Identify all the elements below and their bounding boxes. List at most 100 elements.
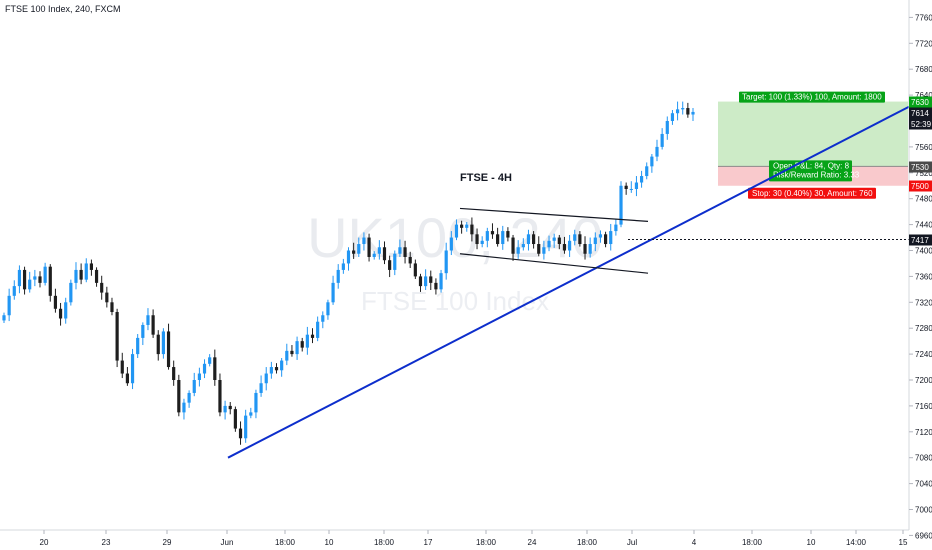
candle-body [172, 367, 176, 380]
candle-body [603, 234, 608, 245]
candle-body [624, 185, 628, 189]
watermark-name: FTSE 100 Index [361, 286, 549, 316]
candle-body [69, 282, 73, 303]
candle-body [634, 182, 639, 189]
candle [609, 223, 613, 251]
candle [650, 154, 654, 173]
candle-body [681, 108, 685, 110]
candle [480, 236, 484, 248]
candle [578, 231, 582, 247]
candle [357, 237, 361, 257]
candle [619, 181, 623, 228]
candle-body [326, 302, 330, 316]
candle-body [310, 334, 315, 338]
candle-body [650, 156, 654, 167]
candle-body [7, 295, 11, 316]
candle-body [280, 360, 284, 371]
candle-body [686, 108, 690, 115]
candle [377, 240, 381, 260]
price-label-bg [909, 234, 932, 246]
candle-body [372, 253, 376, 257]
rr-label-text: Risk/Reward Ratio: 3.33 [773, 170, 860, 179]
drawings[interactable] [227, 105, 910, 459]
candle [28, 271, 32, 293]
candle-body [619, 185, 623, 225]
candle [38, 271, 42, 288]
candle-body [285, 350, 289, 361]
candle [295, 336, 299, 360]
candle-body [496, 234, 500, 245]
candle-body [454, 224, 459, 238]
candle-body [418, 276, 423, 287]
position-zones[interactable]: Target: 100 (1.33%) 100, Amount: 1800 Ope… [718, 91, 908, 199]
price-label: 52:39 [909, 118, 932, 130]
candle [603, 231, 608, 248]
price-label: 7417 [909, 234, 932, 246]
candle-body [274, 367, 279, 371]
candle [290, 345, 294, 357]
candle [346, 247, 351, 271]
candle-body [244, 415, 248, 439]
candle-body [501, 231, 505, 245]
price-tick-label: 7360 [915, 272, 932, 281]
candle [521, 238, 525, 251]
candle [192, 372, 196, 397]
candle [511, 234, 515, 261]
candle [269, 361, 273, 379]
candle-body [156, 334, 160, 355]
candle [501, 225, 505, 250]
candle [48, 264, 52, 302]
candle-body [218, 380, 222, 413]
candle-body [151, 315, 155, 335]
time-tick-label: 4 [692, 538, 697, 547]
candle [64, 297, 68, 324]
candle [449, 231, 453, 256]
time-tick-label: 15 [899, 538, 908, 547]
candle-body [141, 324, 145, 338]
price-tick-label: 7560 [915, 143, 932, 152]
candle-body [382, 247, 387, 261]
candle-body [465, 224, 469, 228]
candle-body [197, 373, 201, 380]
candle [238, 421, 243, 445]
candle [310, 328, 315, 344]
candle [166, 323, 171, 370]
price-tick-label: 7520 [915, 169, 932, 178]
candle [439, 269, 443, 293]
candle-body [639, 176, 644, 183]
candle [223, 400, 227, 420]
candle-body [64, 302, 68, 319]
candle [655, 139, 659, 162]
candle [285, 343, 289, 366]
candle [593, 232, 597, 252]
candle-body [655, 146, 659, 157]
candle-body [568, 240, 572, 251]
candle-body [295, 341, 299, 355]
candle [681, 101, 685, 115]
candle-body [336, 269, 340, 283]
time-tick-label: 23 [102, 538, 111, 547]
candle-body [408, 256, 412, 264]
candle-body [377, 247, 381, 254]
candle [418, 273, 423, 292]
candle [490, 223, 495, 239]
trendline [227, 105, 910, 459]
candle-body [413, 263, 417, 277]
target-label-bg [739, 91, 885, 103]
candle [568, 234, 572, 257]
price-tick-label: 7320 [915, 298, 932, 307]
candle [429, 270, 433, 290]
candle-body [506, 231, 510, 238]
candle [110, 297, 114, 316]
candle-body [38, 276, 42, 283]
candle [58, 302, 63, 326]
candle [460, 220, 464, 234]
candle [182, 398, 186, 420]
candle-body [84, 263, 88, 280]
time-axis[interactable]: 20 23 29 Jun 18:00 10 18:00 17 18:00 24 18:00 Jul 4 1… [0, 529, 909, 547]
candle-body [223, 405, 227, 413]
candle-body [331, 282, 335, 303]
candle [537, 236, 541, 257]
